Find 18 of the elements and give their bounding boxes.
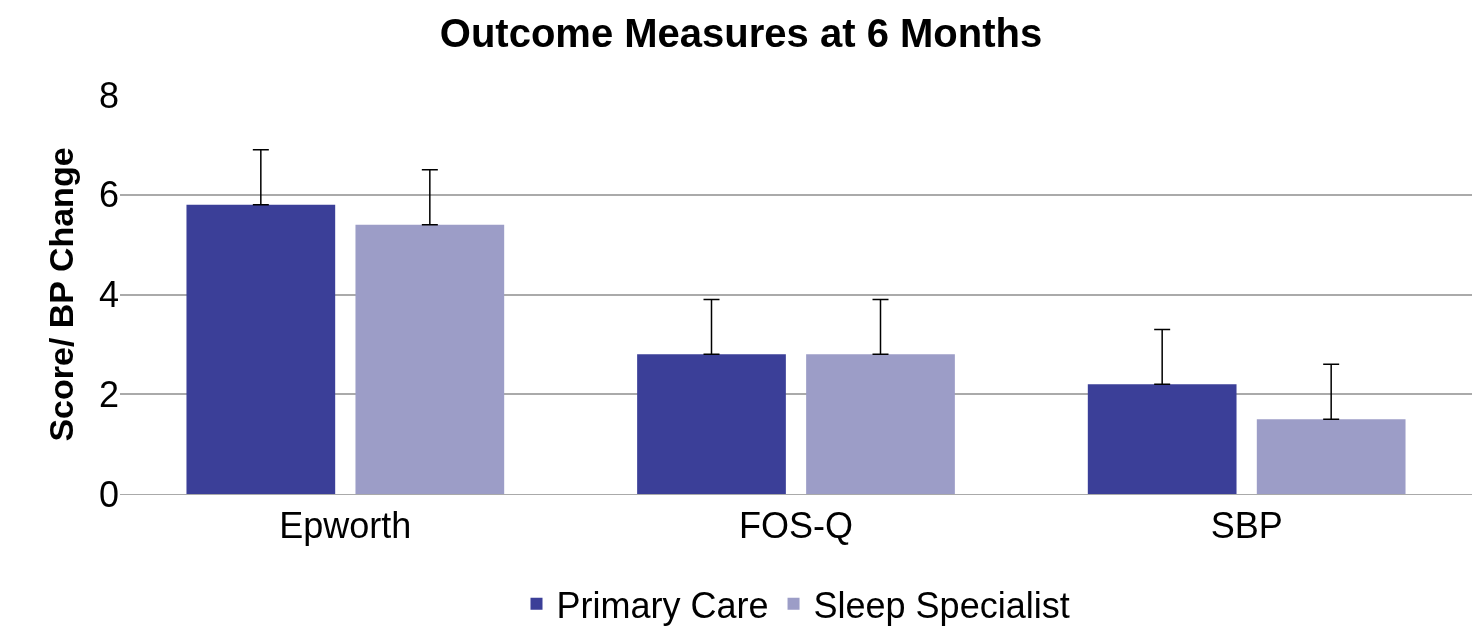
bar — [1256, 419, 1406, 494]
x-tick-label: SBP — [1210, 505, 1283, 547]
bar — [806, 354, 955, 494]
y-tick-label: 0 — [98, 473, 119, 515]
y-tick-label: 4 — [98, 274, 119, 316]
bar — [1087, 384, 1237, 494]
y-tick-label: 8 — [98, 74, 119, 116]
y-tick-label: 6 — [98, 174, 119, 216]
x-tick-label: Epworth — [279, 505, 412, 547]
x-tick-label: FOS-Q — [739, 505, 853, 547]
legend-label: Primary Care — [556, 584, 769, 626]
chart-title: Outcome Measures at 6 Months — [439, 11, 1043, 56]
y-axis-title: Score/ BP Change — [41, 147, 80, 442]
bar — [355, 224, 505, 494]
bar — [186, 204, 336, 494]
bar — [637, 354, 786, 494]
legend-label: Sleep Specialist — [813, 584, 1070, 626]
y-tick-label: 2 — [98, 373, 119, 415]
